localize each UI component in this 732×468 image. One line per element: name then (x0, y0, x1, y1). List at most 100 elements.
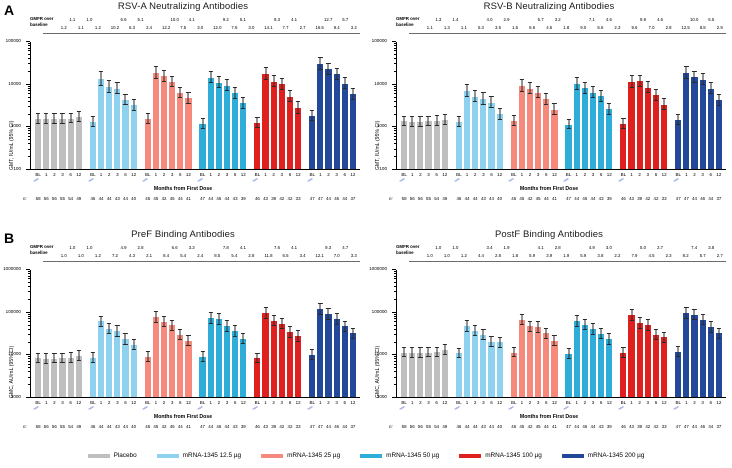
error-cap-bottom (123, 104, 128, 106)
x-axis-tick-label: 2 (473, 399, 477, 405)
legend-item[interactable]: Placebo (87, 452, 137, 459)
y-minor-tick (27, 96, 30, 98)
gmfr-value: 1.5 (512, 24, 519, 30)
x-axis: BL 1 2 3 6 12 ⁄⁄ BL 1 2 3 6 12 ⁄⁄ BL 1 2 3 6 12 ⁄⁄ BL 1 2 3 6 12 ⁄⁄… (31, 398, 360, 420)
y-minor-tick (27, 156, 30, 158)
x-axis-tick-label: 2 (638, 399, 641, 405)
x-axis-tick-label: 1 (209, 171, 212, 177)
y-minor-tick (393, 90, 396, 92)
gmfr-value: 4.1 (188, 17, 195, 22)
error-cap-bottom (519, 90, 524, 92)
gmfr-value: 5.0 (640, 245, 646, 250)
gmfr-value: 5.9 (529, 252, 536, 258)
legend-item[interactable]: mRNA-1345 200 µg (561, 452, 644, 459)
x-axis-tick-label: 6 (599, 171, 603, 177)
bar-slot (644, 270, 652, 397)
bar (433, 352, 440, 397)
legend-item[interactable]: mRNA-1345 25 µg (261, 452, 340, 459)
sample-size-group: 47 44 46 44 43 39 (195, 424, 250, 434)
y-minor-tick (393, 100, 396, 102)
error-bar (411, 347, 413, 358)
error-cap-top (186, 334, 191, 336)
bar (526, 326, 534, 397)
error-cap-top (473, 324, 478, 326)
y-minor-tick (393, 148, 396, 150)
gmfr-value: 3.8 (597, 252, 604, 258)
error-cap-bottom (700, 84, 705, 86)
bar (254, 358, 261, 397)
gmfr-value: 4.6 (546, 24, 553, 30)
gmfr-group: 8.5 7.8 5.4 4.1 2.8 (205, 243, 256, 260)
error-cap-bottom (464, 330, 470, 332)
error-cap-bottom (552, 114, 557, 116)
bar (636, 323, 643, 397)
legend-item[interactable]: mRNA-1345 12.5 µg (156, 452, 241, 459)
x-axis-tick-label: 1 (465, 171, 469, 177)
gmfr-value: 2.4 (197, 252, 204, 258)
error-cap-bottom (224, 90, 230, 92)
error-bar (179, 329, 181, 341)
legend-item[interactable]: mRNA-1345 50 µg (360, 452, 439, 459)
sample-size-group: 46 43 39 42 42 33 (250, 424, 305, 434)
sample-size-row: n: 58 56 56 55 54 49 46 44 44 43 44 40 46 45 42 45 44 41 47… (389, 196, 726, 206)
error-cap-top (716, 327, 721, 329)
bar-slot (660, 42, 668, 169)
sample-size-value: 44 (224, 196, 230, 201)
y-minor-tick (27, 273, 30, 275)
error-cap-top (599, 327, 604, 329)
error-cap-top (123, 93, 128, 95)
x-axis-tick-label: BL (565, 399, 572, 405)
gmfr-value: 1.0 (77, 252, 84, 258)
bar (472, 96, 479, 169)
error-cap-top (68, 112, 73, 114)
bar (278, 323, 285, 397)
error-cap-bottom (661, 109, 667, 111)
y-tick: 100000 (6, 309, 30, 313)
x-axis-group: BL 1 2 3 6 12 ⁄⁄ (141, 398, 196, 420)
error-cap-top (434, 346, 439, 348)
error-bar (297, 102, 299, 114)
gmfr-value: 5.7 (342, 17, 349, 22)
bar (160, 76, 168, 169)
bar-slot (239, 42, 247, 169)
bar (199, 357, 206, 397)
gmfr-value: 4.9 (588, 245, 595, 250)
legend-item[interactable]: mRNA-1345 100 µg (459, 452, 542, 459)
y-minor-tick (27, 356, 30, 358)
bar (75, 117, 82, 169)
x-axis-group: BL 1 2 3 6 12 ⁄⁄ (305, 398, 360, 420)
error-cap-bottom (131, 349, 136, 351)
bar (620, 123, 627, 169)
error-cap-top (716, 93, 721, 95)
error-cap-bottom (527, 331, 533, 333)
y-minor-tick (27, 321, 30, 323)
error-bar (53, 114, 55, 125)
error-cap-top (318, 57, 323, 59)
bar-slot (294, 42, 302, 169)
bar (51, 119, 58, 169)
bar (683, 312, 690, 397)
bar-slot (223, 42, 231, 169)
error-bar (403, 116, 405, 127)
y-tick: 100000 (6, 38, 30, 43)
bar-slot (652, 270, 660, 397)
y-tick-label: 10000 (8, 80, 21, 86)
error-cap-top (350, 327, 355, 329)
error-cap-bottom (263, 317, 268, 319)
bar-slot (349, 42, 357, 169)
bar (510, 352, 517, 397)
bar (341, 83, 348, 169)
error-cap-top (44, 352, 49, 354)
gmfr-value: 2.8 (137, 245, 144, 250)
error-cap-bottom (653, 339, 659, 341)
sample-size-value: 44 (98, 424, 104, 429)
gmfr-value: 7.2 (111, 252, 118, 258)
bar (59, 358, 66, 397)
error-bar (218, 77, 220, 88)
y-minor-tick (393, 324, 396, 326)
error-cap-bottom (208, 322, 213, 324)
error-cap-bottom (68, 122, 73, 124)
bar-series-container (31, 270, 360, 397)
x-axis-tick-label: 12 (185, 399, 191, 405)
error-bar (568, 119, 570, 130)
